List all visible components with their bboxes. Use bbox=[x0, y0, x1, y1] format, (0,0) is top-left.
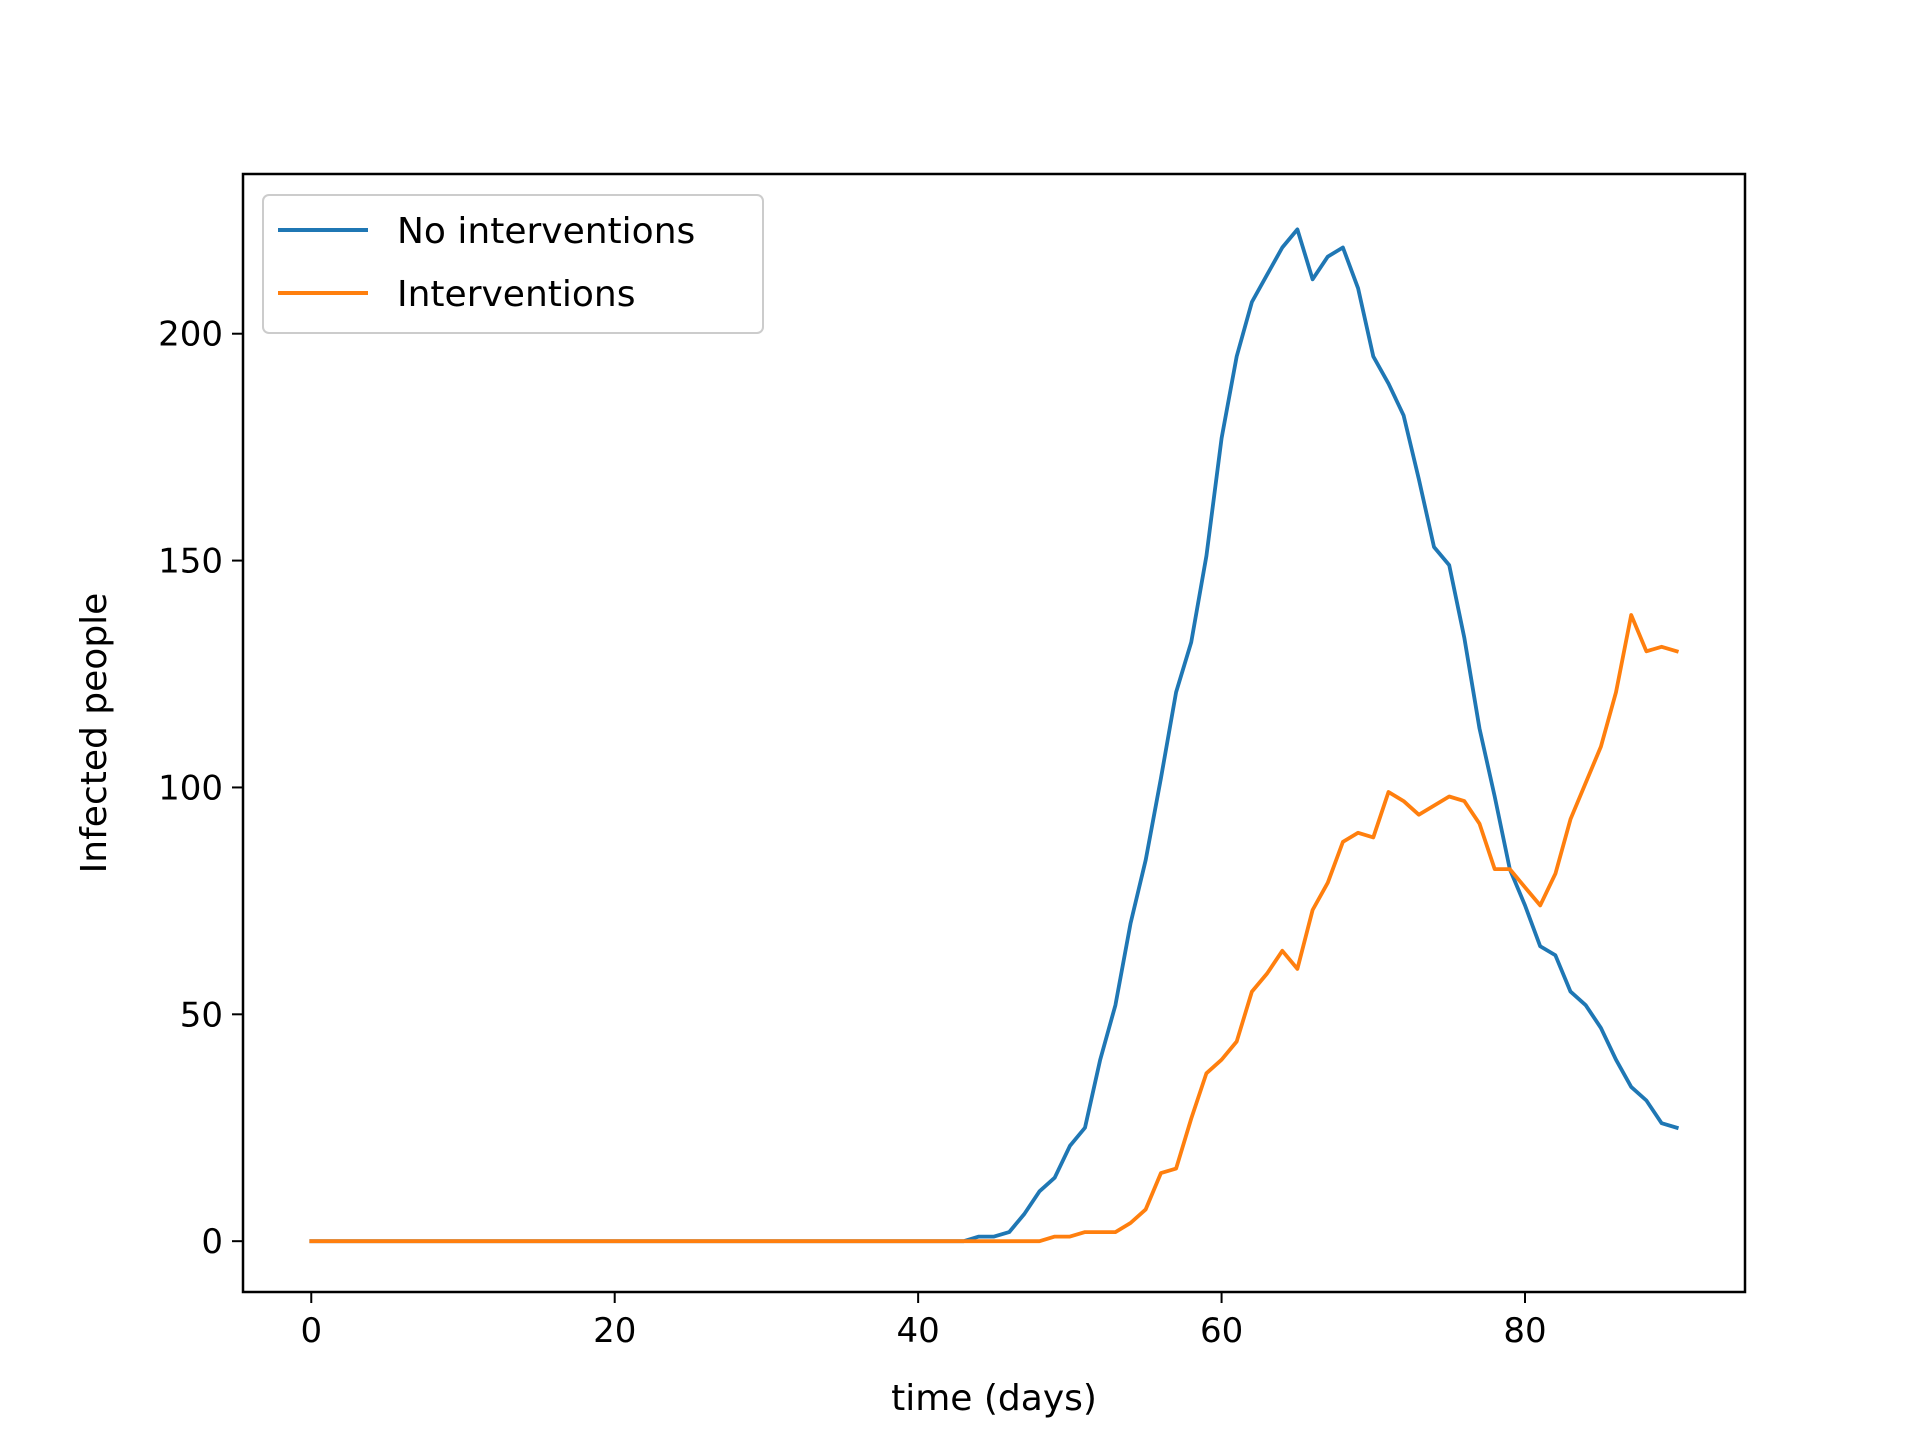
series-line-interventions bbox=[309, 613, 1680, 1244]
legend: No interventions Interventions bbox=[262, 194, 764, 334]
y-tick-label: 50 bbox=[180, 995, 223, 1035]
y-tick-label: 0 bbox=[201, 1222, 223, 1262]
y-tick-label: 200 bbox=[158, 315, 223, 355]
series-layer bbox=[309, 227, 1680, 1244]
x-tick-label: 20 bbox=[593, 1311, 636, 1351]
y-axis: 0 50 100 150 200 bbox=[158, 315, 243, 1262]
x-tick-label: 0 bbox=[300, 1311, 322, 1351]
x-tick-label: 80 bbox=[1503, 1311, 1546, 1351]
x-tick-label: 60 bbox=[1200, 1311, 1243, 1351]
x-axis-label: time (days) bbox=[891, 1378, 1097, 1419]
legend-label-no-interventions: No interventions bbox=[397, 211, 695, 252]
y-tick-label: 150 bbox=[158, 542, 223, 582]
x-tick-label: 40 bbox=[897, 1311, 940, 1351]
y-axis-label: Infected people bbox=[74, 593, 115, 874]
legend-label-interventions: Interventions bbox=[397, 274, 635, 315]
y-tick-label: 100 bbox=[158, 768, 223, 808]
plot-frame bbox=[241, 172, 1747, 1294]
x-axis: 0 20 40 60 80 bbox=[300, 1292, 1547, 1351]
legend-box bbox=[262, 194, 764, 334]
